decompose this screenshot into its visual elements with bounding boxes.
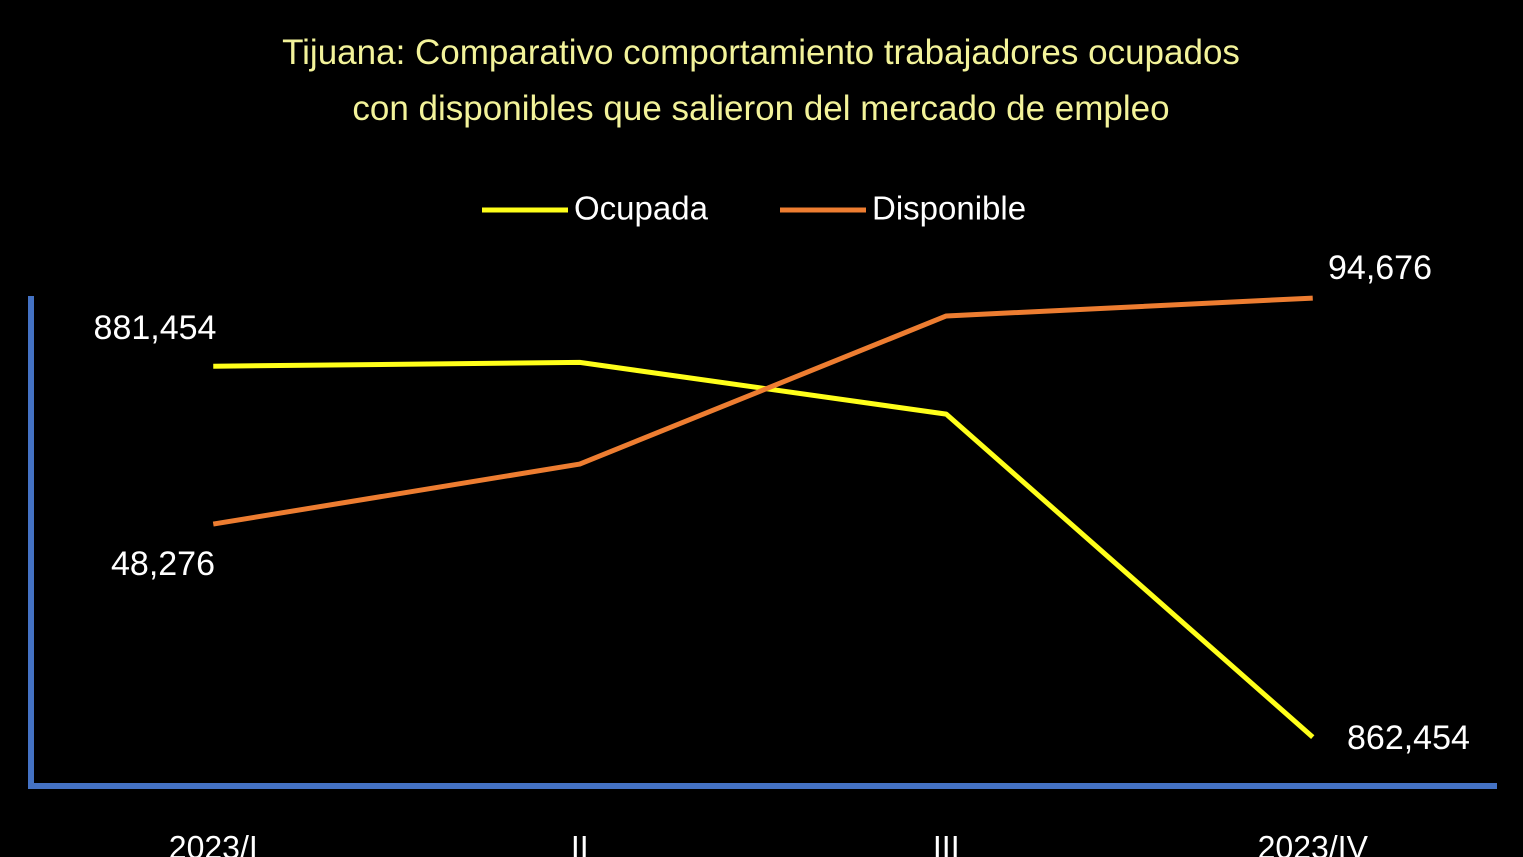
data-label: 94,676 [1328, 249, 1432, 287]
legend-label: Disponible [872, 190, 1026, 227]
series-line [212, 295, 1313, 527]
data-label: 862,454 [1347, 719, 1470, 757]
x-tick-label: 2023/IV [1258, 829, 1369, 857]
x-tick-label: 2023/I [169, 829, 258, 857]
title-line: con disponibles que salieron del mercado… [352, 89, 1169, 128]
data-label: 881,454 [94, 309, 217, 347]
x-tick-label: III [933, 829, 960, 857]
data-label: 48,276 [111, 545, 215, 583]
x-tick-label: II [571, 829, 589, 857]
title-line: Tijuana: Comparativo comportamiento trab… [282, 33, 1240, 72]
legend-label: Ocupada [574, 190, 709, 227]
chart-title: Tijuana: Comparativo comportamiento trab… [282, 33, 1240, 128]
